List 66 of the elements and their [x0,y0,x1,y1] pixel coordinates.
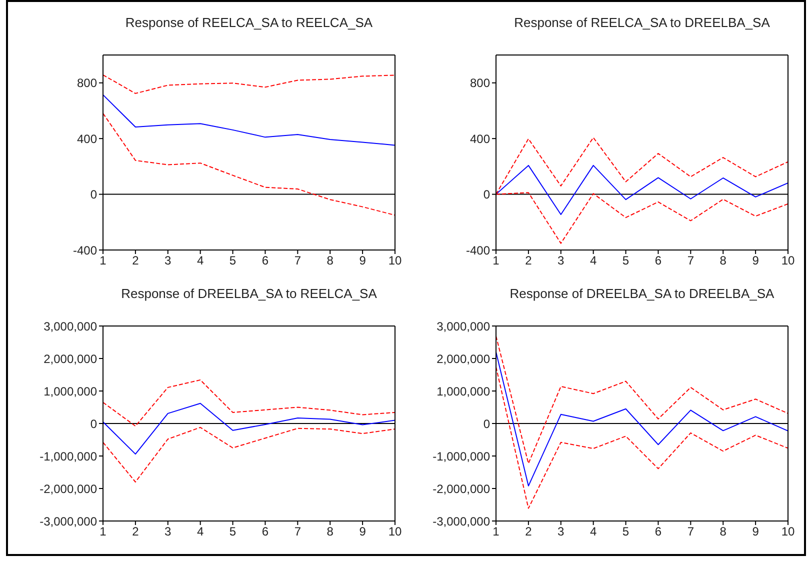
x-tick-label: 10 [781,524,795,539]
y-tick-label: 1,000,000 [436,384,490,398]
y-tick-label: -3,000,000 [40,514,98,528]
x-tick-label: 9 [752,254,760,268]
x-tick-label: 8 [326,254,334,268]
x-tick-label: 1 [100,524,107,539]
x-tick-label: 8 [720,524,727,539]
chart-title: Response of DREELBA_SA to REELCA_SA [121,286,377,300]
y-tick-label: 0 [90,416,98,431]
y-tick-label: 3,000,000 [436,319,490,334]
x-tick-label: 7 [687,524,694,539]
x-tick-label: 3 [558,254,565,268]
y-tick-label: 0 [483,416,490,431]
x-tick-label: 4 [590,254,597,268]
x-tick-label: 7 [294,524,302,539]
x-tick-label: 1 [492,524,500,539]
x-tick-label: 4 [196,524,204,539]
x-tick-label: 8 [326,524,334,539]
x-tick-label: 5 [622,254,630,268]
x-tick-label: 1 [492,254,500,268]
y-tick-label: 2,000,000 [436,352,490,366]
y-tick-label: 400 [76,132,98,146]
x-tick-label: 9 [359,524,366,539]
x-tick-label: 6 [262,254,269,268]
y-tick-label: 2,000,000 [44,352,98,366]
x-tick-label: 5 [622,524,630,539]
x-tick-label: 2 [132,254,140,268]
x-tick-label: 5 [229,254,236,268]
x-tick-label: 10 [388,524,402,539]
x-tick-label: 4 [196,254,204,268]
x-tick-label: 6 [654,254,662,268]
y-tick-label: -2,000,000 [432,482,490,496]
y-tick-label: 800 [76,76,98,90]
x-tick-label: 10 [388,254,402,268]
y-tick-label: 1,000,000 [44,384,98,398]
y-tick-label: -1,000,000 [40,449,98,464]
chart-title: Response of DREELBA_SA to DREELBA_SA [510,286,774,300]
y-tick-label: 400 [470,132,490,146]
y-tick-label: -2,000,000 [40,482,98,496]
chart-title: Response of REELCA_SA to DREELBA_SA [514,14,770,30]
x-tick-label: 3 [164,254,172,268]
x-tick-label: 5 [229,524,236,539]
x-tick-label: 3 [558,524,565,539]
x-tick-label: 8 [720,254,727,268]
y-tick-label: 0 [483,188,490,202]
y-tick-label: 3,000,000 [44,319,98,334]
y-tick-label: -1,000,000 [432,449,490,464]
y-tick-label: -400 [72,243,98,258]
x-tick-label: 6 [262,524,269,539]
x-tick-label: 10 [781,254,795,268]
x-tick-label: 7 [687,254,694,268]
x-tick-label: 6 [654,524,662,539]
x-tick-label: 2 [525,254,532,268]
y-tick-label: 0 [90,188,98,202]
x-tick-label: 1 [100,254,107,268]
y-tick-label: 800 [470,76,490,90]
y-tick-label: -3,000,000 [432,514,490,528]
x-tick-label: 7 [294,254,302,268]
x-tick-label: 2 [525,524,532,539]
x-tick-label: 9 [359,254,366,268]
y-tick-label: -400 [466,243,490,258]
x-tick-label: 3 [164,524,172,539]
x-tick-label: 4 [590,524,597,539]
chart-title: Response of REELCA_SA to REELCA_SA [125,14,373,30]
x-tick-label: 9 [752,524,760,539]
x-tick-label: 2 [132,524,140,539]
